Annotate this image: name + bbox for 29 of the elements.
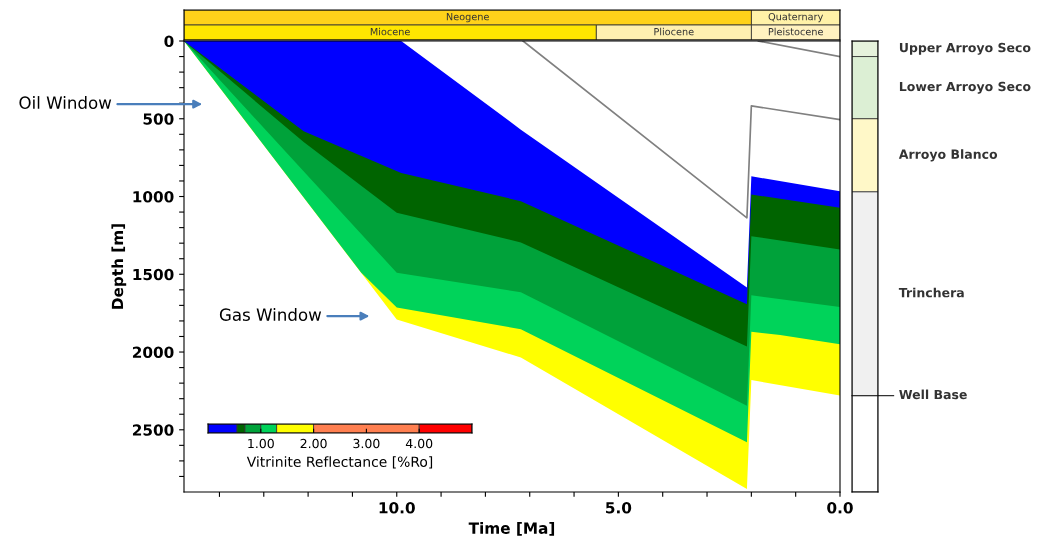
x-tick-label: 10.0	[379, 501, 415, 514]
x-tick-label: 4.00	[405, 438, 433, 449]
x-axis-title: Vitrinite Reflectance [%Ro]	[246, 456, 433, 469]
y-tick-label: 2000	[132, 346, 174, 359]
y-tick-label: 0	[164, 35, 174, 48]
x-tick-label: 5.0	[606, 501, 632, 514]
x-tick-label: 1.00	[248, 438, 274, 449]
series-label: Lower Arroyo Seco	[899, 81, 1031, 94]
x-tick-label: 2.00	[300, 438, 327, 449]
y-tick-label: 2500	[132, 424, 174, 436]
y-tick-label: 500	[143, 113, 174, 125]
y-tick-label: 1000	[133, 190, 174, 203]
line-series	[522, 41, 840, 219]
series-label: Miocene	[370, 27, 410, 36]
series-label: Pleistocene	[768, 27, 823, 36]
ref-line-label: Well Base	[899, 389, 967, 400]
y-axis-title: Depth [m]	[111, 224, 127, 309]
x-axis-title: Time [Ma]	[468, 522, 555, 536]
x-tick-label: 0.0	[827, 501, 853, 514]
series-label: Neogene	[446, 13, 489, 23]
series-label: Trinchera	[898, 287, 964, 298]
series-label: Quaternary	[768, 12, 824, 23]
text: Oil Window	[19, 96, 112, 109]
y-tick-label: 1500	[133, 268, 174, 281]
x-tick-label: 3.00	[353, 438, 380, 449]
series-label: Upper Arroyo Seco	[899, 42, 1031, 55]
annotation: Gas Window	[219, 308, 322, 321]
series-label: Pliocene	[654, 27, 694, 36]
series-label: Arroyo Blanco	[898, 149, 998, 162]
